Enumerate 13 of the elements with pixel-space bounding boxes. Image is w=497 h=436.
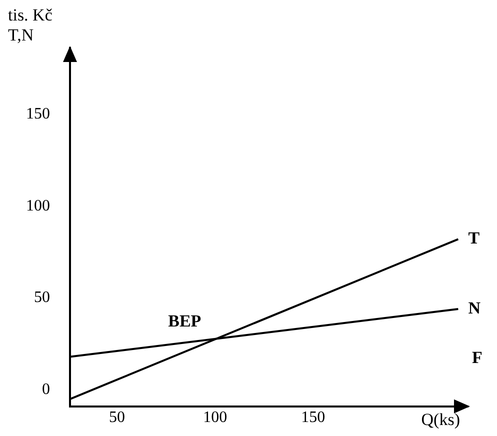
series-label: T xyxy=(468,228,480,248)
text: F xyxy=(472,348,482,367)
y-tick-label: 100 xyxy=(26,197,50,214)
y-tick-label: 50 xyxy=(34,289,50,306)
annotation: BEP xyxy=(168,312,202,331)
y-tick-label: 150 xyxy=(26,105,50,122)
x-axis-title: Q(ks) xyxy=(421,410,460,429)
y-tick-label: 0 xyxy=(42,381,50,398)
x-tick-label: 100 xyxy=(203,409,228,426)
x-tick-label: 50 xyxy=(109,409,126,426)
x-tick-label: 150 xyxy=(301,409,326,426)
series-label: N xyxy=(468,298,482,318)
y-axis-title: tis. Kč T,N xyxy=(8,5,53,44)
